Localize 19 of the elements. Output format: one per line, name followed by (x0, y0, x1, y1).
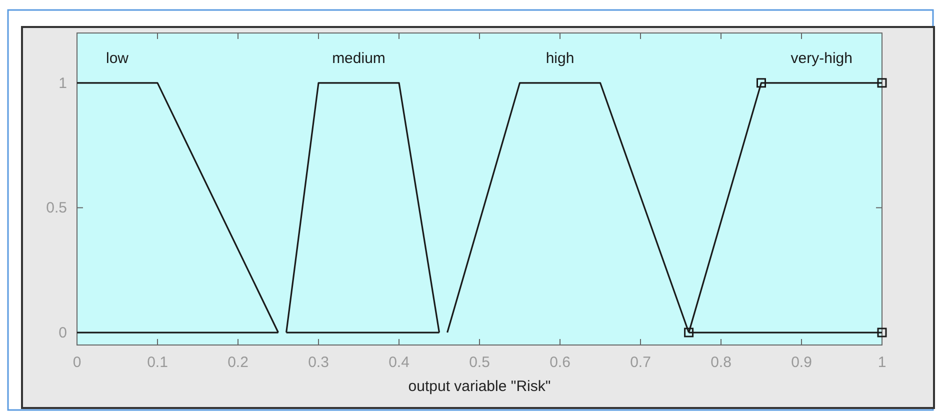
series-label: high (546, 50, 574, 67)
x-tick-label: 0.8 (710, 354, 732, 371)
x-tick-label: 0.4 (388, 354, 410, 371)
series-label: very-high (790, 50, 852, 67)
x-tick-label: 0.9 (791, 354, 812, 371)
x-tick-label: 0.7 (630, 354, 651, 371)
x-tick-label: 0.3 (308, 354, 329, 371)
y-tick-label: 0.5 (46, 200, 67, 217)
series-label: low (106, 50, 129, 67)
x-tick-label: 0.6 (550, 354, 570, 371)
x-tick-label: 0.1 (147, 354, 168, 371)
x-tick-label: 0.5 (469, 354, 490, 371)
x-axis-title: output variable "Risk" (408, 378, 551, 395)
x-tick-label: 0.2 (228, 354, 248, 371)
y-tick-label: 1 (58, 74, 67, 92)
x-tick-label: 1 (878, 354, 886, 371)
y-tick-label: 0 (58, 324, 67, 342)
series-label: medium (332, 50, 386, 67)
x-tick-label: 0 (72, 354, 82, 371)
